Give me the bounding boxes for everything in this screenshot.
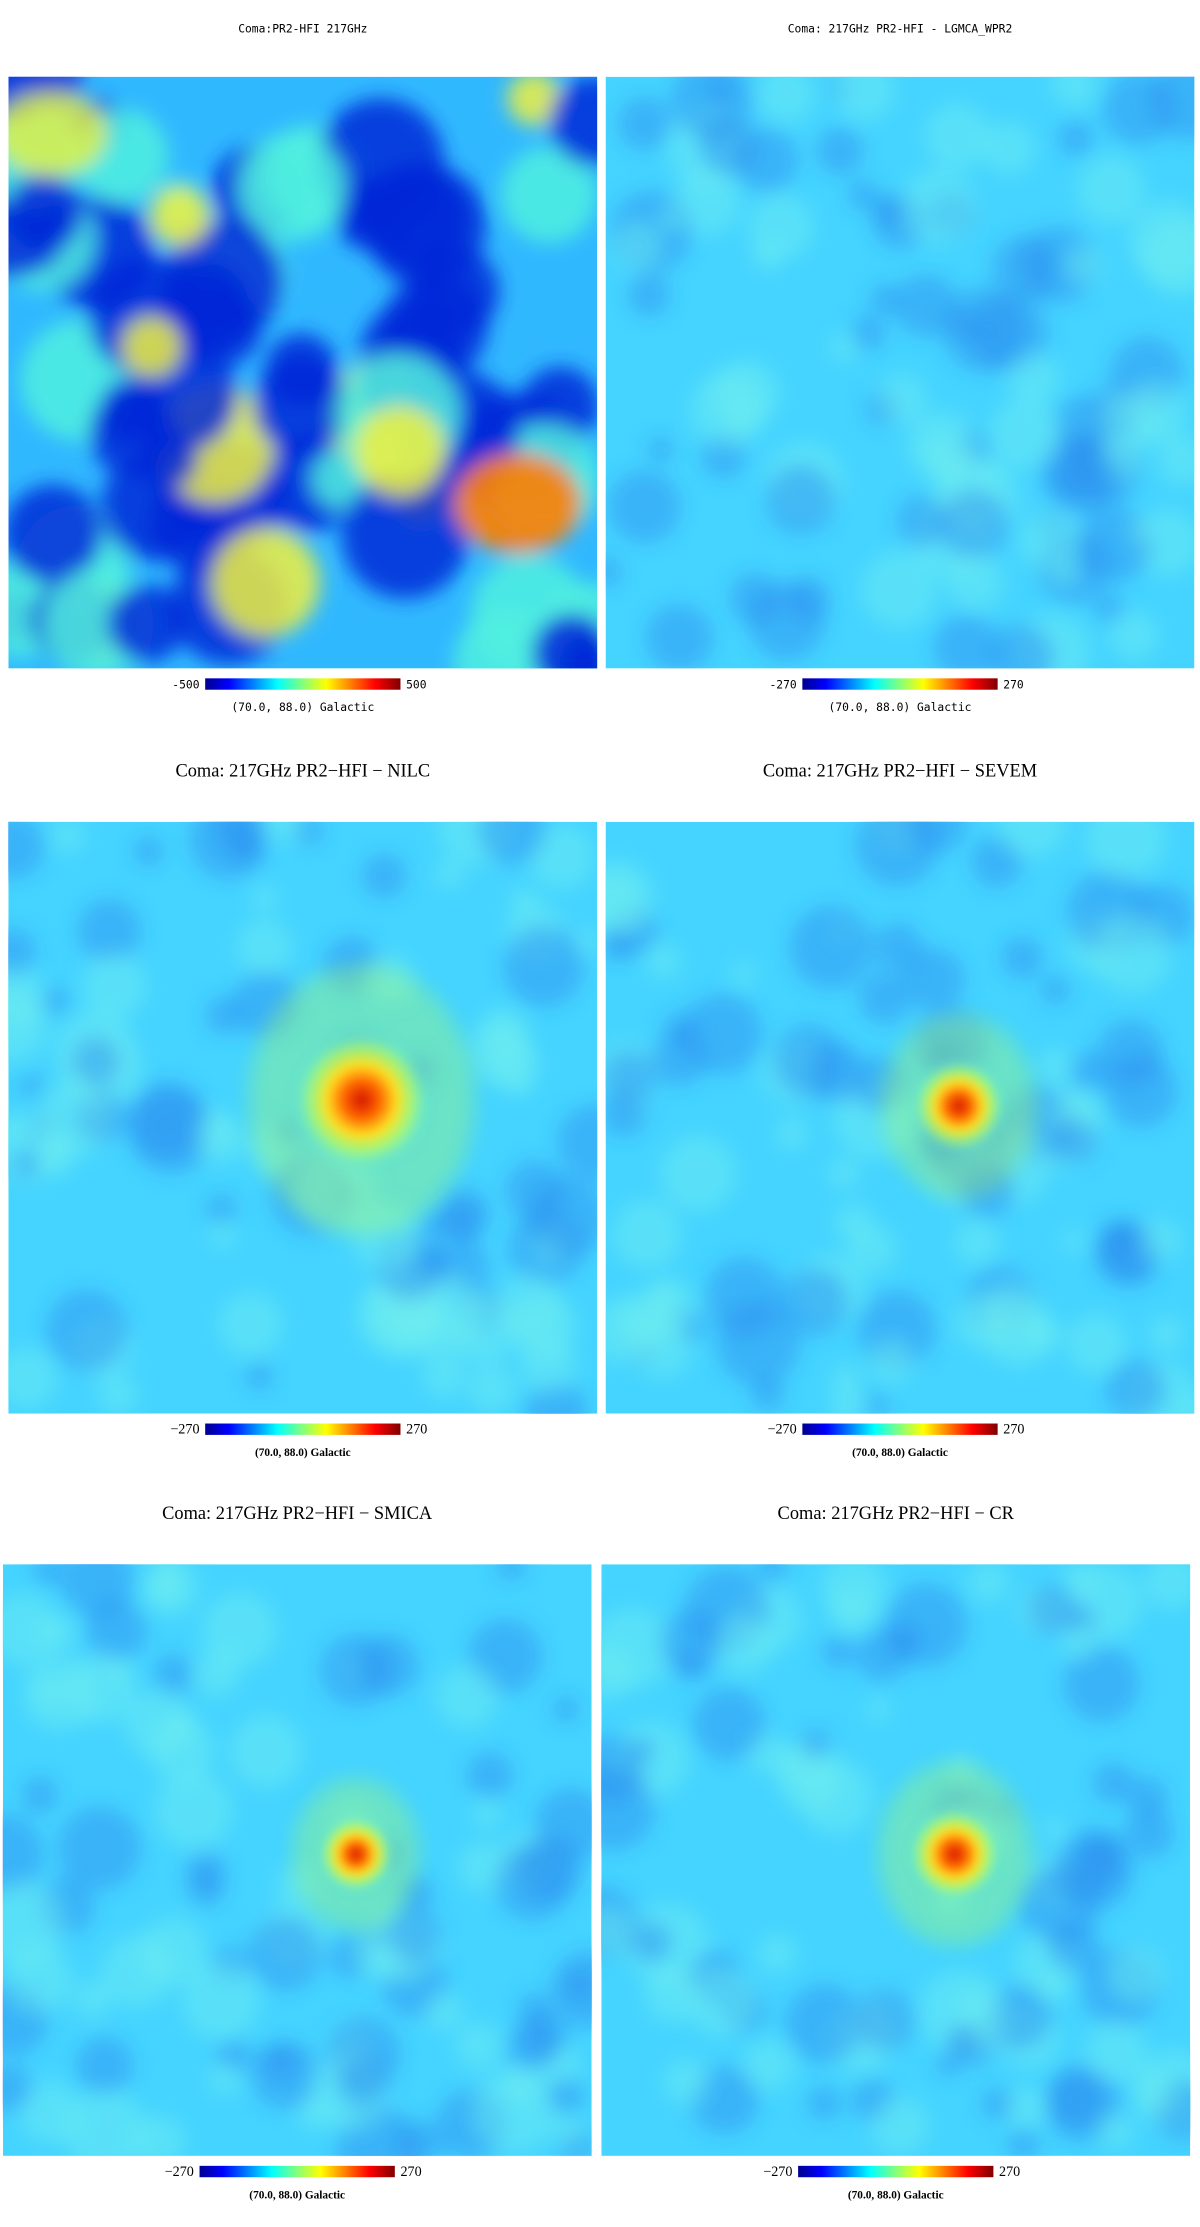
coordinates: (70.0, 88.0) Galactic — [255, 1447, 351, 1459]
colorbar-max: 270 — [999, 2164, 1020, 2180]
colorbar-min: -500 — [172, 677, 199, 691]
colorbar-min: −270 — [763, 2164, 792, 2180]
colorbar-min: −270 — [768, 1421, 797, 1437]
sky-map — [605, 76, 1195, 669]
map-panel: Coma: 217GHz PR2−HFI − SMICA −270 270 (70.0… — [2, 1503, 592, 2202]
coordinates: (70.0, 88.0) Galactic — [852, 1447, 948, 1459]
colorbar — [205, 1423, 401, 1435]
colorbar — [802, 678, 998, 690]
panel-title: Coma: 217GHz PR2−HFI − NILC — [175, 760, 430, 780]
map-panel: Coma: 217GHz PR2−HFI − NILC −270 270 (70.0,… — [8, 760, 598, 1459]
sky-map — [8, 821, 598, 1414]
map-panel: Coma: 217GHz PR2−HFI − CR −270 270 (70.0, 8… — [601, 1503, 1191, 2202]
map-panel: Coma:PR2-HFI 217GHz -500 500 (70.0, 88.0) G… — [8, 22, 598, 714]
map-panel: Coma: 217GHz PR2−HFI − SEVEM −270 270 (70.0… — [605, 760, 1195, 1459]
coordinates: (70.0, 88.0) Galactic — [829, 700, 972, 714]
panel-title: Coma: 217GHz PR2-HFI - LGMCA_WPR2 — [788, 22, 1013, 36]
panel-title: Coma: 217GHz PR2−HFI − SEVEM — [763, 760, 1037, 780]
panel-title: Coma: 217GHz PR2−HFI − SMICA — [162, 1503, 433, 1523]
coordinates: (70.0, 88.0) Galactic — [848, 2190, 944, 2202]
sky-map — [2, 1564, 592, 2156]
colorbar-max: 270 — [1003, 1421, 1024, 1437]
colorbar — [199, 2165, 395, 2178]
sky-map — [601, 1564, 1191, 2156]
colorbar-min: −270 — [165, 2164, 194, 2180]
colorbar — [798, 2165, 994, 2178]
sky-map — [8, 76, 598, 669]
coordinates: (70.0, 88.0) Galactic — [231, 700, 374, 714]
coordinates: (70.0, 88.0) Galactic — [249, 2190, 345, 2202]
colorbar-min: −270 — [170, 1421, 199, 1437]
colorbar-max: 270 — [1003, 677, 1024, 691]
colorbar — [802, 1423, 998, 1435]
colorbar-max: 500 — [406, 677, 427, 691]
sky-map — [605, 821, 1195, 1414]
colorbar-max: 270 — [400, 2164, 421, 2180]
colorbar — [205, 678, 401, 690]
colorbar-max: 270 — [406, 1421, 427, 1437]
colorbar-min: -270 — [769, 677, 796, 691]
map-panel: Coma: 217GHz PR2-HFI - LGMCA_WPR2 -270 270… — [605, 22, 1195, 714]
panel-title: Coma: 217GHz PR2−HFI − CR — [778, 1503, 1015, 1523]
panel-title: Coma:PR2-HFI 217GHz — [238, 22, 367, 36]
